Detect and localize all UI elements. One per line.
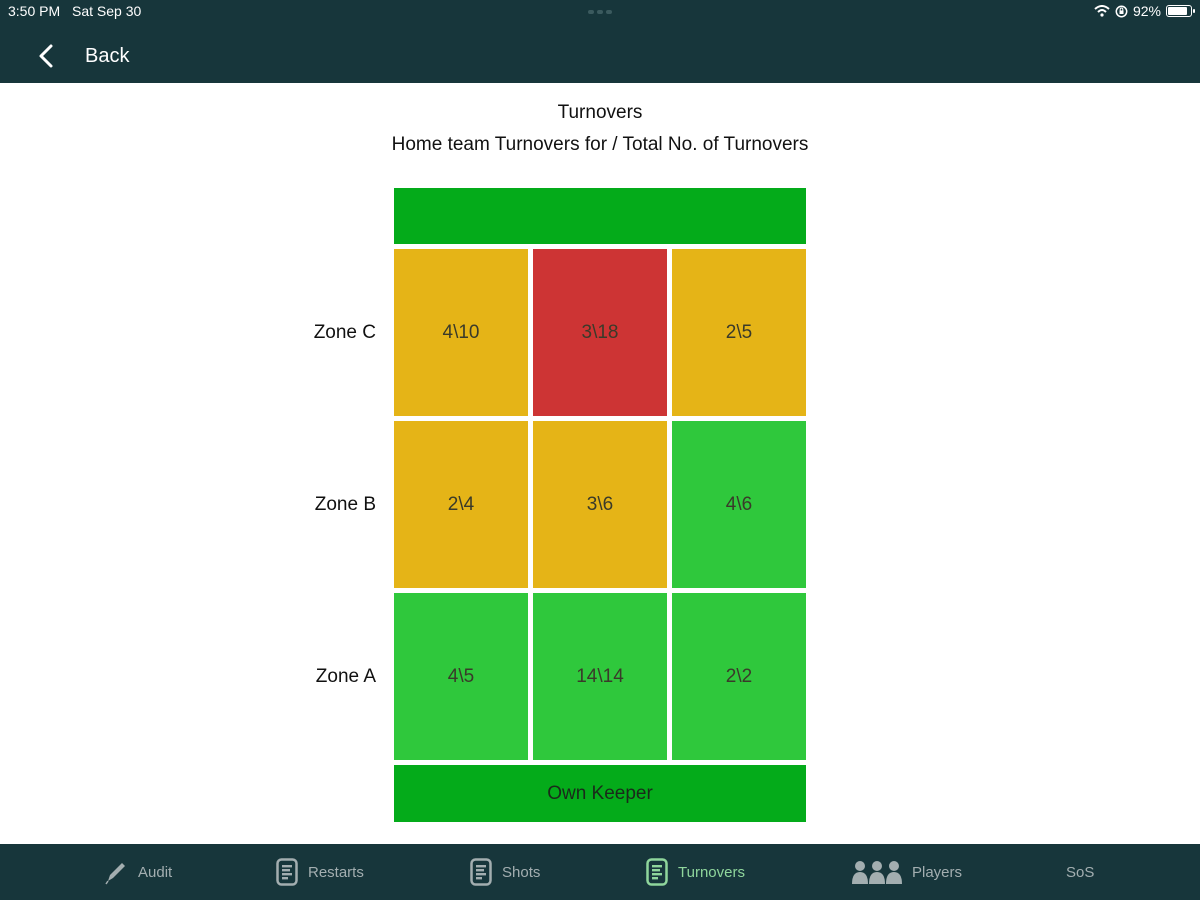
chevron-left-icon [39, 44, 53, 68]
tab-label: Restarts [308, 863, 364, 881]
own-keeper-bar: Own Keeper [394, 765, 806, 822]
zone-cell[interactable]: 2\5 [672, 249, 806, 416]
status-date: Sat Sep 30 [72, 3, 142, 19]
tab-players[interactable]: Players [852, 844, 962, 900]
tab-shots[interactable]: Shots [470, 844, 540, 900]
wifi-icon [1094, 5, 1110, 17]
tab-restarts[interactable]: Restarts [276, 844, 364, 900]
back-label: Back [85, 44, 130, 67]
status-time: 3:50 PM [8, 3, 61, 19]
back-button[interactable]: Back [34, 40, 129, 72]
tab-label: Shots [502, 863, 541, 881]
zone-cell[interactable]: 3\6 [533, 421, 667, 588]
battery-icon [1166, 5, 1195, 17]
zone-cell[interactable]: 3\18 [533, 249, 667, 416]
zone-cell[interactable]: 4\6 [672, 421, 806, 588]
zone-cell[interactable]: 4\10 [394, 249, 528, 416]
document-icon [276, 858, 298, 886]
pitch-grid: 4\10 3\18 2\5 2\4 3\6 4\6 4\5 14\14 2\2 Own Keepe… [394, 188, 806, 822]
zone-label: Zone A [315, 665, 376, 687]
tab-turnovers[interactable]: Turnovers [646, 844, 745, 900]
zone-cell[interactable]: 14\14 [533, 593, 667, 760]
document-icon [646, 858, 668, 886]
zone-cell[interactable]: 2\2 [672, 593, 806, 760]
page-subtitle: Home team Turnovers for / Total No. of T… [391, 134, 809, 155]
pencil-icon [104, 859, 128, 885]
zone-cell[interactable]: 2\4 [394, 421, 528, 588]
tab-audit[interactable]: Audit [104, 844, 172, 900]
zone-label: Zone C [313, 321, 376, 343]
opponent-goal-bar [394, 188, 806, 244]
people-icon [852, 860, 902, 884]
zone-cell[interactable]: 4\5 [394, 593, 528, 760]
orientation-lock-icon [1115, 5, 1128, 17]
status-bar: 3:50 PM Sat Sep 30 92% [0, 0, 1200, 24]
tab-label: SoS [1066, 863, 1095, 881]
tab-label: Players [912, 863, 963, 881]
bottom-tab-bar: Audit Restarts Shots Turnovers Players SoS [0, 844, 1200, 900]
tab-sos[interactable]: SoS [1066, 844, 1094, 900]
status-right: 92% [1094, 3, 1195, 19]
page-title: Turnovers [557, 102, 643, 123]
zone-label: Zone B [314, 493, 376, 515]
tab-label: Turnovers [678, 863, 745, 881]
battery-percent: 92% [1132, 3, 1161, 19]
top-header: 3:50 PM Sat Sep 30 92% Back [0, 0, 1200, 83]
document-icon [470, 858, 492, 886]
tab-label: Audit [138, 863, 173, 881]
multitasking-dots-icon[interactable] [588, 10, 614, 14]
